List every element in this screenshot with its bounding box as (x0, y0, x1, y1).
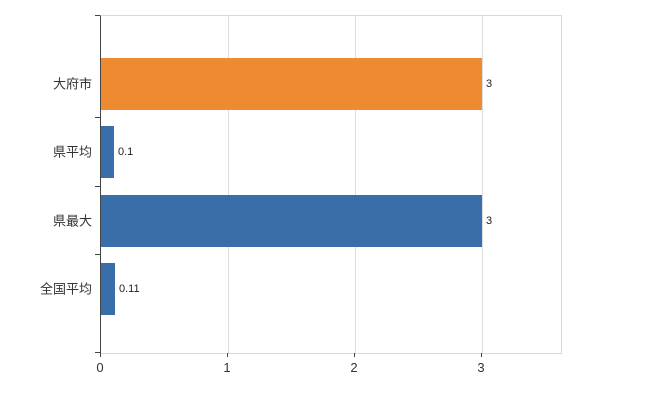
bar (101, 195, 482, 247)
x-axis-tick-label: 2 (350, 360, 358, 375)
gridline (355, 16, 356, 353)
bar-value-label: 3 (486, 214, 493, 227)
bar (101, 263, 115, 315)
gridline (482, 16, 483, 353)
bar (101, 58, 482, 110)
category-label: 全国平均 (39, 281, 92, 297)
x-axis-tick (481, 353, 482, 357)
bar-value-label: 0.11 (119, 282, 140, 295)
bar (101, 126, 114, 178)
x-axis-tick (227, 353, 228, 357)
y-axis-tick (95, 15, 100, 16)
gridline (228, 16, 229, 353)
y-axis-tick (95, 117, 100, 118)
category-label: 大府市 (52, 76, 92, 92)
category-label: 県最大 (52, 213, 92, 229)
y-axis-tick (95, 254, 100, 255)
bar-value-label: 3 (486, 77, 493, 90)
y-axis-tick (95, 186, 100, 187)
bar-value-label: 0.1 (118, 145, 134, 158)
x-axis-tick-label: 3 (477, 360, 485, 375)
x-axis-tick-label: 0 (96, 360, 104, 375)
plot-area: 3 0.1 3 0.11 (100, 15, 562, 354)
x-axis-tick (354, 353, 355, 357)
category-label: 県平均 (52, 144, 92, 160)
y-axis-tick (95, 352, 100, 353)
x-axis-tick (100, 353, 101, 357)
x-axis-tick-label: 1 (223, 360, 231, 375)
